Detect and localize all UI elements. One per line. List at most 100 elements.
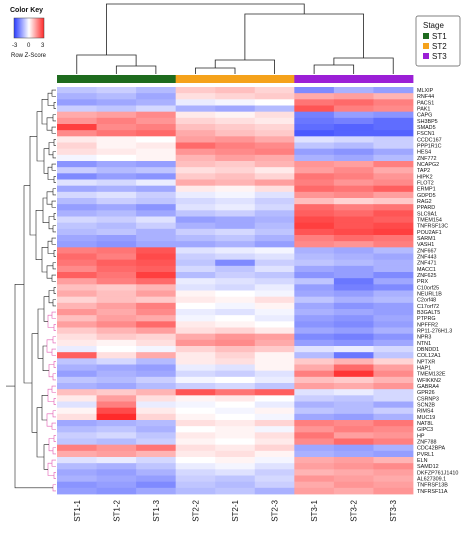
row-label: NAT8L: [417, 421, 433, 427]
heatmap-cell: [175, 358, 216, 365]
stage-legend-swatch-st1: [423, 33, 429, 39]
heatmap-cell: [294, 216, 335, 224]
heatmap-cell: [96, 481, 137, 489]
heatmap-cell: [333, 358, 374, 365]
heatmap-cell: [294, 302, 335, 310]
heatmap-cell: [175, 364, 216, 372]
heatmap-cell: [57, 339, 97, 347]
heatmap-cell: [57, 154, 97, 162]
heatmap-cell: [215, 315, 256, 322]
heatmap-cell: [294, 136, 335, 143]
heatmap-cell: [57, 204, 97, 211]
heatmap-cell: [294, 185, 335, 193]
column-label: ST3-1: [310, 499, 319, 521]
heatmap-cell: [215, 444, 256, 452]
heatmap-cell: [373, 259, 414, 267]
heatmap-cell: [373, 321, 414, 328]
heatmap-cell: [254, 216, 295, 224]
heatmap-cell: [254, 358, 295, 365]
heatmap-cell: [333, 93, 374, 100]
stage-bar-segment: [175, 75, 216, 83]
heatmap-cell: [136, 389, 177, 396]
row-label: ZNF625: [417, 273, 436, 279]
heatmap-cell: [136, 346, 177, 353]
heatmap-cell: [294, 272, 335, 279]
heatmap-cell: [136, 154, 177, 162]
heatmap-cell: [175, 148, 216, 156]
row-label: SARM1: [417, 236, 436, 242]
heatmap-cell: [175, 179, 216, 187]
row-label: NPR3: [417, 335, 431, 341]
heatmap-cell: [136, 228, 177, 236]
dendrogram-branch: [53, 250, 56, 257]
heatmap-cell: [373, 185, 414, 193]
heatmap-cell: [136, 432, 177, 439]
heatmap-cell: [96, 426, 137, 433]
heatmap-cell: [175, 321, 216, 328]
heatmap-cell: [254, 376, 295, 384]
heatmap-cell: [96, 93, 137, 100]
heatmap-cells: [57, 87, 414, 495]
heatmap-cell: [136, 179, 177, 187]
heatmap-cell: [57, 272, 97, 279]
heatmap-cell: [57, 333, 97, 341]
column-labels: ST1-1 ST1-2 ST1-3 ST2-2 ST2-1 ST2-3 ST3-1 ST3-2…: [73, 499, 398, 521]
heatmap-cell: [254, 420, 295, 427]
heatmap-cell: [254, 253, 295, 261]
dendrogram-branch: [51, 422, 56, 430]
heatmap-cell: [175, 315, 216, 322]
heatmap-cell: [96, 346, 137, 353]
heatmap-cell: [333, 99, 374, 106]
heatmap-cell: [136, 302, 177, 310]
heatmap-cell: [254, 302, 295, 310]
heatmap-cell: [294, 457, 335, 464]
heatmap-cell: [373, 370, 414, 378]
row-label: B3GALT5: [417, 310, 440, 316]
heatmap-cell: [57, 315, 97, 322]
color-key-gradient: [13, 17, 45, 39]
heatmap-cell: [136, 364, 177, 372]
heatmap-cell: [254, 364, 295, 372]
heatmap-cell: [96, 204, 137, 211]
heatmap-cell: [254, 370, 295, 378]
heatmap-cell: [333, 450, 374, 458]
row-label: TMEM154: [417, 217, 442, 223]
heatmap-cell: [96, 278, 137, 285]
heatmap-cell: [96, 117, 137, 125]
heatmap-cell: [57, 124, 97, 131]
heatmap-cell: [57, 222, 97, 230]
row-label: RP11-276H1.3: [417, 328, 452, 334]
heatmap-cell: [254, 179, 295, 187]
heatmap-cell: [175, 352, 216, 359]
heatmap-cell: [215, 407, 256, 415]
row-label: NEURL1B: [417, 291, 442, 297]
heatmap-cell: [57, 413, 97, 421]
row-label: GPR26: [417, 390, 435, 396]
column-dendrogram: [76, 3, 394, 74]
heatmap-cell: [294, 124, 335, 131]
stage-bar-segment: [294, 75, 335, 83]
heatmap-cell: [254, 235, 295, 242]
heatmap-cell: [254, 389, 295, 396]
heatmap-cell: [333, 204, 374, 211]
heatmap-cell: [136, 438, 177, 446]
row-label: TMEM132E: [417, 372, 446, 378]
row-label: NCAPG2: [417, 162, 439, 168]
row-dendrogram: [6, 89, 56, 492]
stage-bar-segment: [136, 75, 177, 83]
dendrogram-branch: [51, 237, 56, 245]
heatmap-cell: [175, 370, 216, 378]
row-label: MACC1: [417, 267, 436, 273]
dendrogram-branch: [53, 102, 56, 109]
heatmap-cell: [333, 481, 374, 489]
heatmap-cell: [136, 142, 177, 150]
heatmap-cell: [136, 136, 177, 143]
row-label: TNFRSF11A: [417, 489, 448, 495]
row-label: ERMP1: [417, 187, 436, 193]
heatmap-cell: [373, 161, 414, 168]
dendrogram-branch: [333, 57, 394, 74]
heatmap-cell: [215, 463, 256, 470]
heatmap-cell: [175, 111, 216, 119]
heatmap-cell: [333, 438, 374, 446]
heatmap-cell: [294, 130, 335, 137]
